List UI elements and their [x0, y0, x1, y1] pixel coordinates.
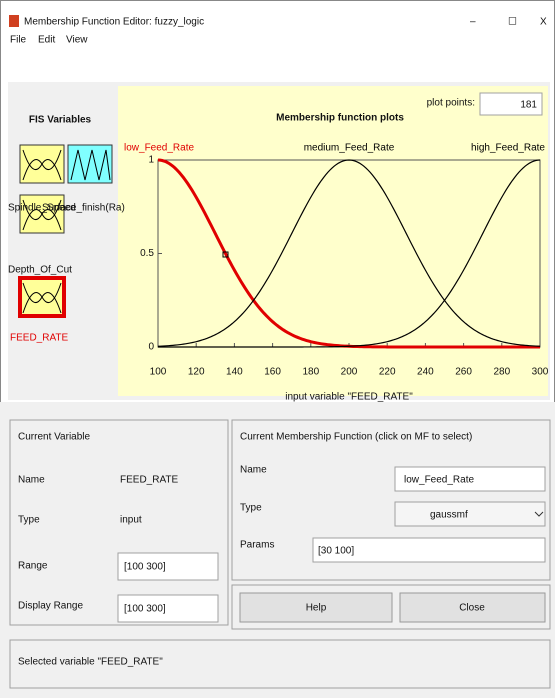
mf-handle[interactable]: [222, 251, 229, 258]
status-text: Selected variable "FEED_RATE": [18, 657, 163, 668]
field-value: input: [120, 515, 142, 526]
field-label: Display Range: [18, 601, 83, 612]
mf-curve: [158, 159, 541, 348]
help-button[interactable]: [239, 592, 393, 623]
display-range-input[interactable]: [117, 594, 219, 623]
x-tick-label: 180: [302, 367, 319, 378]
fis-label: Spindle_Speed: [8, 203, 76, 214]
x-tick-label: 280: [493, 367, 510, 378]
plot-title: Membership function plots: [276, 113, 404, 124]
mf-name: high_Feed_Rate: [471, 143, 545, 154]
menu-item[interactable]: Edit: [38, 35, 55, 46]
plot-panel: [118, 86, 548, 396]
field-label: Params: [240, 540, 274, 551]
maximize-button[interactable]: ☐: [508, 17, 517, 28]
button-label: Close: [459, 603, 485, 614]
field-label: Name: [18, 475, 45, 486]
field-label: Name: [240, 465, 267, 476]
window-title: Membership Function Editor: fuzzy_logic: [24, 17, 204, 28]
x-tick-label: 220: [379, 367, 396, 378]
field-value: [30 100]: [318, 546, 354, 557]
menu-item[interactable]: View: [66, 35, 88, 46]
field-label: Range: [18, 561, 48, 572]
close-window-button[interactable]: X: [540, 17, 547, 28]
y-tick-label: 0: [148, 342, 154, 353]
field-label: Type: [18, 515, 40, 526]
x-tick-label: 100: [150, 367, 167, 378]
fis-icon[interactable]: [19, 194, 65, 234]
current-variable-panel: [9, 419, 229, 626]
fis-label: Depth_Of_Cut: [8, 265, 72, 276]
fis-icon-selected[interactable]: [18, 276, 66, 318]
range-input[interactable]: [117, 552, 219, 581]
app-icon: [9, 15, 19, 27]
minimize-button[interactable]: –: [470, 17, 476, 28]
close-button[interactable]: [399, 592, 546, 623]
mf-name: medium_Feed_Rate: [304, 143, 395, 154]
field-value: low_Feed_Rate: [404, 475, 474, 486]
x-tick-label: 300: [532, 367, 549, 378]
x-tick-label: 140: [226, 367, 243, 378]
fis-icon[interactable]: [67, 144, 113, 184]
fis-title: FIS Variables: [29, 115, 92, 126]
field-value: [100 300]: [124, 562, 166, 573]
mf-curve: [157, 159, 541, 347]
mf-type-dropdown[interactable]: [394, 501, 546, 527]
x-tick-label: 200: [341, 367, 358, 378]
status-panel: [9, 639, 551, 689]
y-tick-label: 0.5: [140, 248, 154, 259]
field-label: Type: [240, 503, 262, 514]
fis-label: Surface_finish(Ra): [42, 203, 125, 214]
x-tick-label: 120: [188, 367, 205, 378]
y-tick-label: 1: [148, 155, 154, 166]
x-tick-label: 260: [455, 367, 472, 378]
field-value: FEED_RATE: [120, 475, 178, 486]
mf-name: low_Feed_Rate: [124, 143, 194, 154]
fis-label-selected: FEED_RATE: [10, 333, 68, 344]
x-tick-label: 160: [264, 367, 281, 378]
panel-title: Current Variable: [18, 432, 91, 443]
dropdown-arrow: [534, 511, 544, 517]
x-tick-label: 240: [417, 367, 434, 378]
menu-item[interactable]: File: [10, 35, 27, 46]
fis-icon[interactable]: [19, 144, 65, 184]
mf-name-input[interactable]: [394, 466, 546, 492]
plot-points-label: plot points:: [427, 98, 475, 109]
plot-points-input[interactable]: [479, 92, 543, 116]
plot-points-value: 181: [520, 100, 537, 111]
field-value: [100 300]: [124, 604, 166, 615]
button-label: Help: [306, 603, 327, 614]
field-value: gaussmf: [430, 510, 468, 521]
mf-params-input[interactable]: [312, 537, 546, 563]
x-axis-label: input variable "FEED_RATE": [285, 392, 413, 403]
panel-title: Current Membership Function (click on MF…: [240, 432, 472, 443]
